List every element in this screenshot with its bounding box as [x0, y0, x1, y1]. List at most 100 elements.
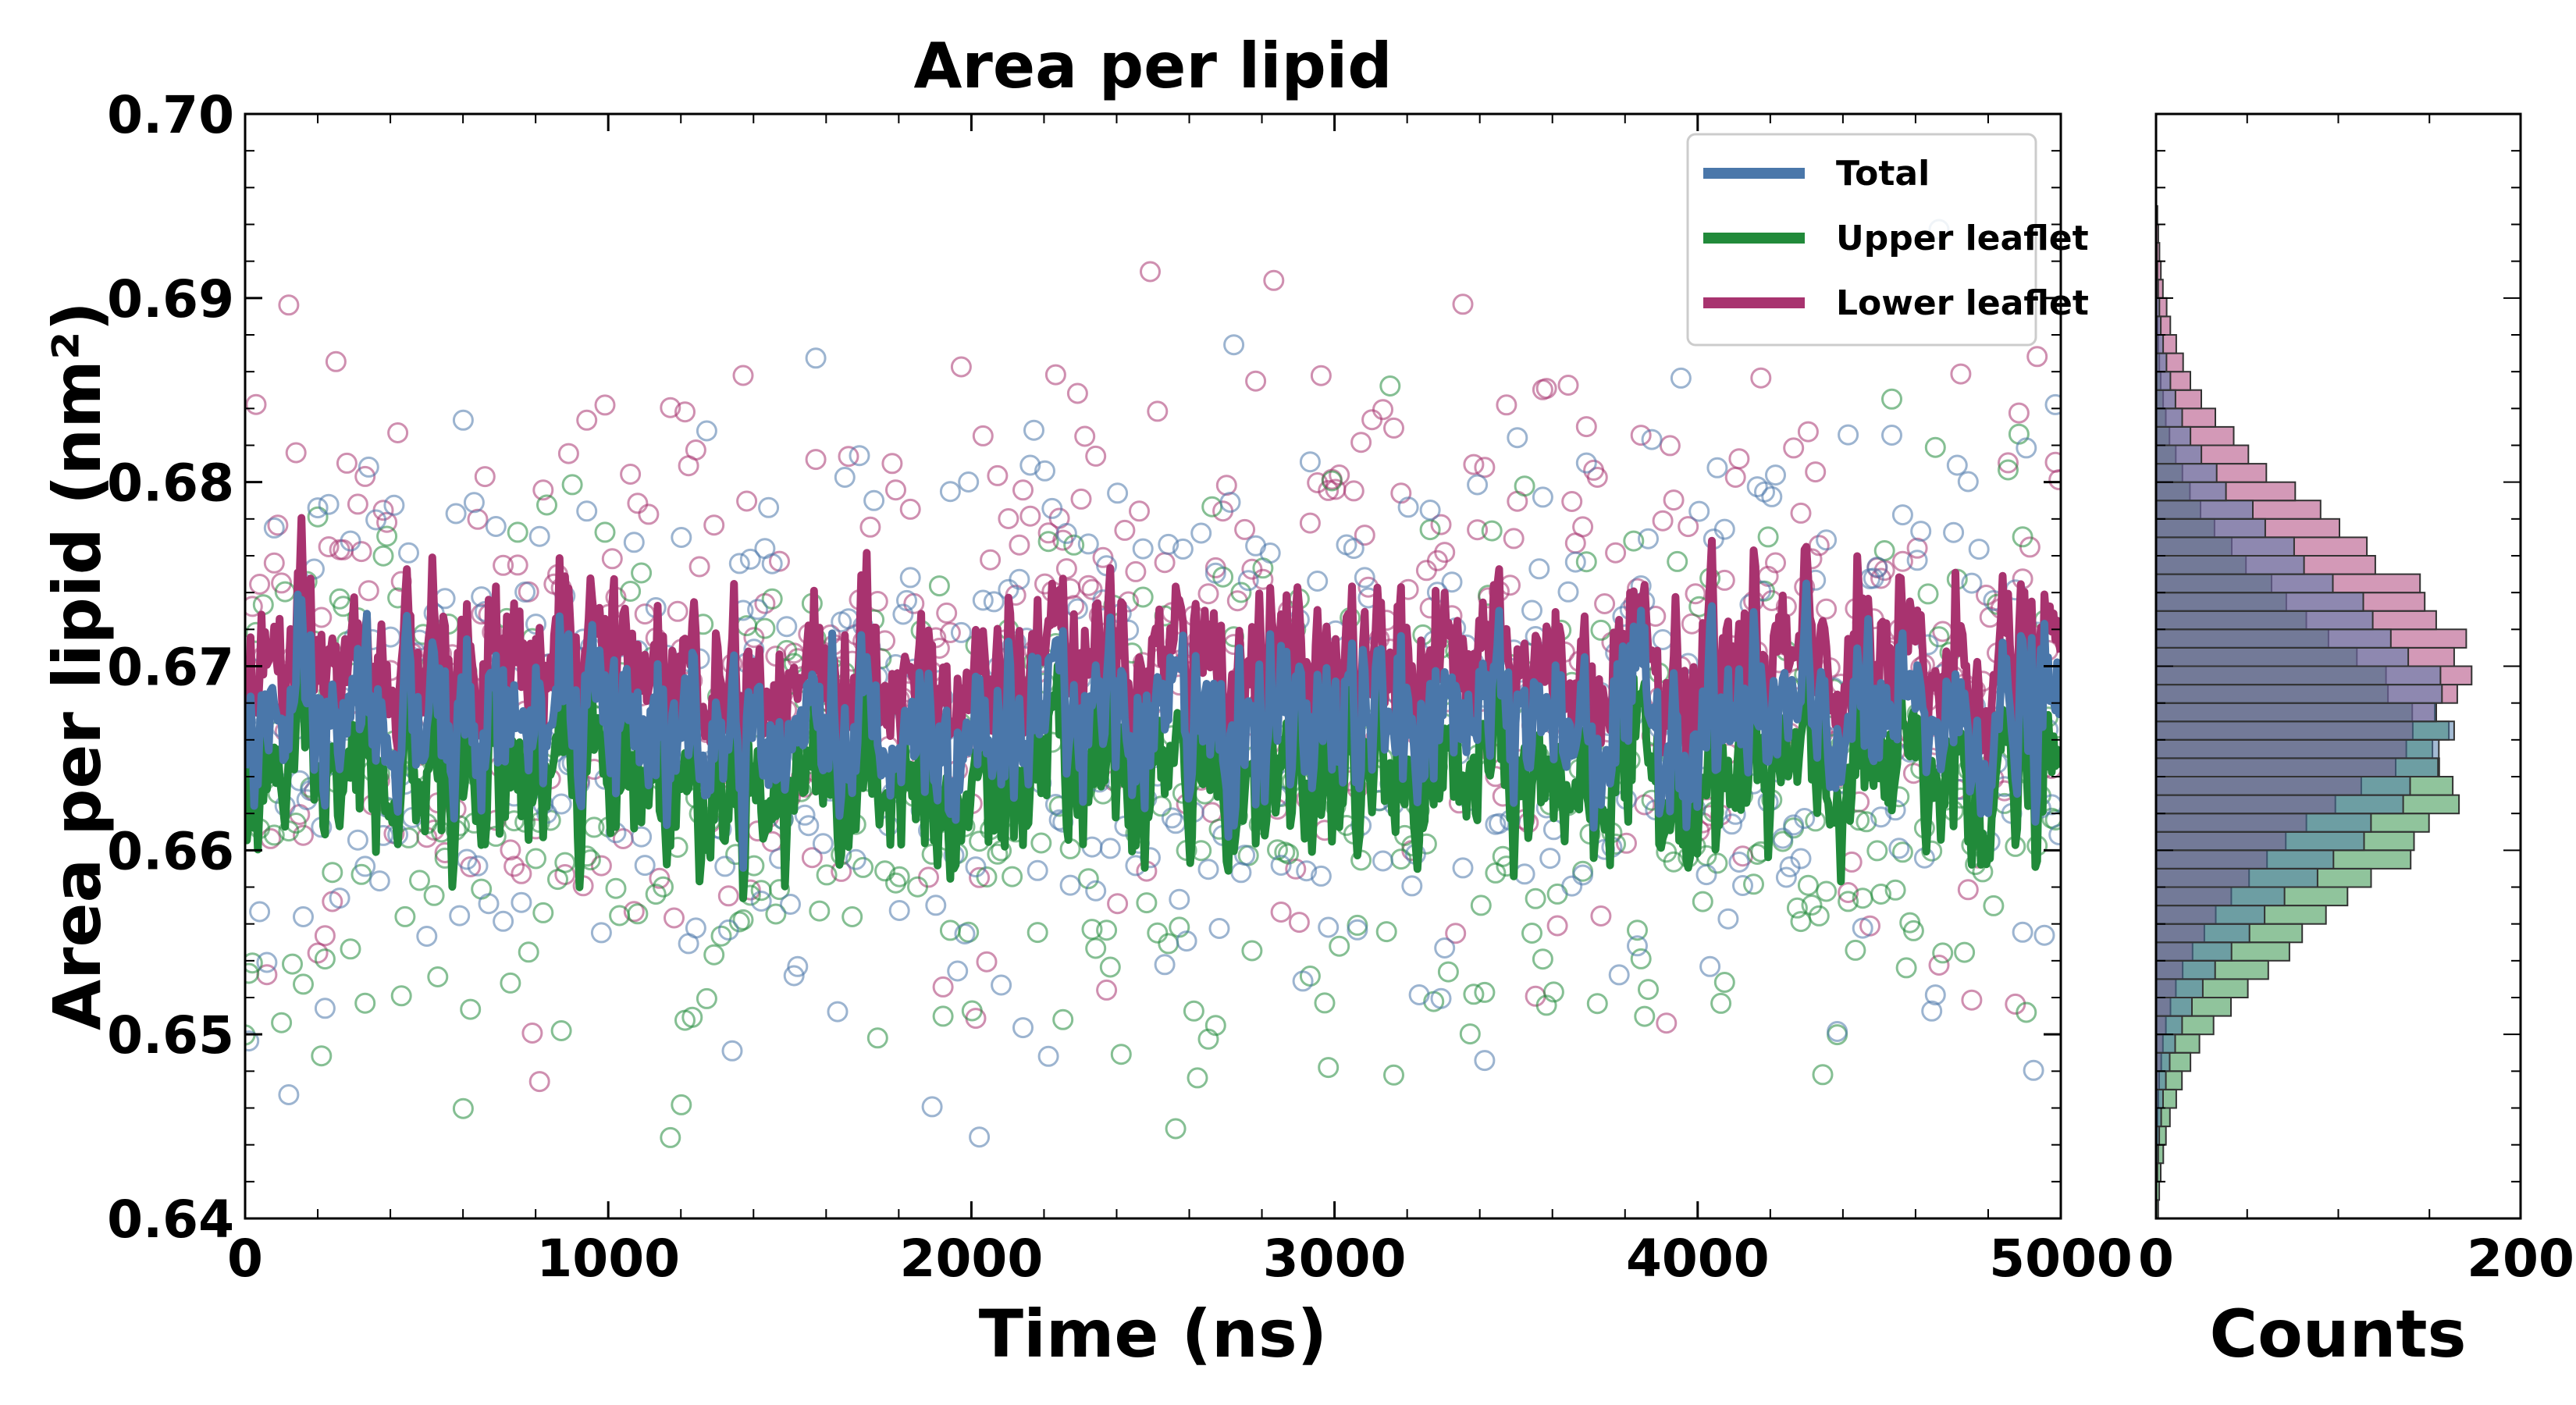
scatter-point: [638, 503, 660, 525]
scatter-point: [1430, 987, 1452, 1009]
scatter-point: [1481, 520, 1503, 542]
scatter-point: [976, 951, 998, 973]
scatter-point: [620, 581, 642, 602]
histogram-bar: [2156, 776, 2411, 796]
scatter-point: [1783, 437, 1805, 459]
scatter-point: [849, 445, 870, 467]
scatter-point: [1037, 531, 1059, 553]
main-tick-labels: 0 1000 2000 3000 4000 5000 0.64 0.65 0.66 0.67 0.6…: [107, 85, 2133, 1289]
scatter-point: [1586, 993, 1608, 1015]
scatter-point: [314, 948, 336, 970]
running-average-lines: [245, 514, 2061, 902]
scatter-point: [318, 493, 340, 515]
scatter-point: [1026, 859, 1048, 881]
scatter-point: [245, 1030, 260, 1052]
scatter-point: [776, 639, 798, 661]
scatter-point: [936, 602, 958, 624]
scatter-point: [1241, 940, 1263, 962]
scatter-point: [1775, 866, 1797, 888]
scatter-point: [307, 506, 329, 528]
scatter-point: [1512, 1234, 1531, 1253]
scatter-point: [1310, 365, 1332, 386]
scatter-point: [1713, 972, 1735, 993]
scatter-point: [423, 884, 445, 906]
scatter-point: [1459, 1023, 1481, 1045]
scatter-point: [493, 554, 514, 576]
scatter-point: [1070, 488, 1092, 510]
histogram-bar: [2156, 959, 2216, 980]
scatter-point: [932, 976, 954, 998]
scatter-point: [1605, 542, 1627, 564]
scatter-point: [983, 591, 1005, 613]
histogram-bar: [2156, 1070, 2167, 1090]
scatter-point: [1575, 452, 1597, 474]
scatter-point: [1575, 416, 1597, 438]
scatter-point: [1564, 551, 1586, 573]
scatter-point: [2048, 469, 2061, 491]
scatter-point: [1590, 619, 1612, 641]
scatter-point: [1917, 583, 1939, 605]
y-tick-label: 0.70: [107, 85, 234, 145]
scatter-point: [1557, 581, 1579, 603]
scatter-point: [285, 442, 307, 464]
scatter-point: [1066, 382, 1088, 404]
scatter-point: [1503, 528, 1525, 550]
scatter-point: [1030, 832, 1052, 854]
scatter-point: [1343, 480, 1364, 502]
scatter-point: [1688, 500, 1710, 522]
scatter-point: [1474, 457, 1496, 478]
scatter-point: [1474, 1050, 1496, 1072]
scatter-point: [1856, 811, 1877, 833]
scatter-point: [1805, 461, 1827, 483]
histogram-bar: [2156, 407, 2183, 428]
scatter-point: [1012, 479, 1034, 501]
scatter-point: [1816, 529, 1838, 551]
scatter-point: [376, 525, 398, 547]
scatter-point: [907, 876, 928, 898]
scatter-point: [1827, 1021, 1848, 1042]
legend: Total Upper leaflet Lower leaflet: [1686, 133, 2089, 347]
scatter-point: [590, 855, 612, 877]
histogram-bar: [2156, 518, 2266, 539]
scatter-point: [921, 1096, 943, 1118]
scatter-point: [2016, 437, 2037, 459]
scatter-point: [449, 905, 471, 927]
scatter-point: [987, 464, 1009, 486]
scatter-point: [445, 503, 467, 525]
scatter-point: [1085, 937, 1107, 959]
scatter-point: [1957, 471, 1979, 493]
scatter-point: [816, 864, 838, 886]
scatter-point: [685, 917, 706, 939]
scatter-point: [1023, 419, 1044, 441]
scatter-point: [318, 536, 340, 557]
histogram-bar: [2156, 702, 2437, 723]
scatter-point: [1732, 875, 1753, 896]
y-tick-label: 0.65: [107, 1005, 234, 1065]
scatter-point: [263, 517, 285, 539]
scatter-point: [278, 1084, 300, 1105]
scatter-point: [1463, 454, 1485, 475]
scatter-point: [1706, 852, 1728, 874]
scatter-point: [667, 600, 688, 622]
scatter-point: [1077, 533, 1099, 555]
scatter-point: [1946, 454, 1968, 476]
histogram-bar: [2156, 352, 2168, 373]
scatter-point: [1125, 560, 1147, 582]
scatter-point: [550, 793, 572, 815]
scatter-point: [1866, 840, 1888, 862]
histogram-bar: [2156, 500, 2254, 520]
scatter-point: [1169, 888, 1190, 910]
scatter-point: [1924, 436, 1946, 458]
scatter-point: [1608, 964, 1630, 986]
scatter-point: [1881, 388, 1902, 410]
scatter-point: [427, 966, 449, 987]
scatter-point: [1627, 919, 1648, 941]
scatter-point: [2044, 809, 2061, 831]
scatter-point: [336, 452, 358, 474]
scatter-point: [1801, 895, 1823, 916]
scatter-point: [1906, 550, 1928, 571]
histogram-bar: [2156, 941, 2233, 962]
scatter-point: [950, 621, 972, 643]
scatter-point: [1292, 970, 1314, 992]
scatter-point: [1310, 865, 1332, 887]
